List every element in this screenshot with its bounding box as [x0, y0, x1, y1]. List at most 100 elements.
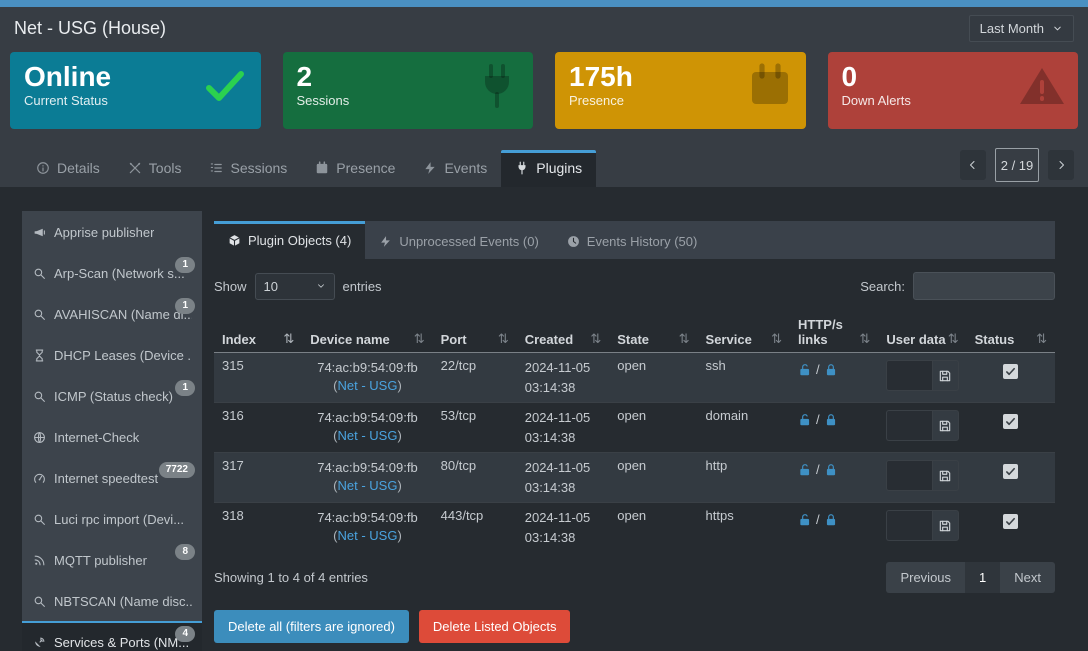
sidebar-item-internet-check[interactable]: Internet-Check — [22, 416, 202, 457]
user-data-input[interactable] — [886, 460, 933, 491]
column-header-port[interactable]: Port ⇅ — [432, 312, 517, 353]
sidebar-item-nbtscan[interactable]: NBTSCAN (Name disc... — [22, 580, 202, 621]
tab-details[interactable]: Details — [22, 147, 114, 187]
sort-icon: ⇅ — [590, 332, 602, 347]
column-header-created[interactable]: Created ⇅ — [516, 312, 610, 353]
column-header-device-name[interactable]: Device name ⇅ — [302, 312, 433, 353]
status-card-presence: 175h Presence — [555, 52, 806, 129]
lock-open-icon[interactable] — [798, 363, 812, 377]
table-row: 315 74:ac:b9:54:09:fb (Net - USG) 22/tcp… — [214, 352, 1055, 403]
port-cell: 443/tcp — [432, 502, 517, 552]
status-checkbox[interactable] — [1003, 514, 1019, 529]
count-badge: 1 — [175, 380, 195, 396]
tab-presence[interactable]: Presence — [301, 147, 409, 187]
search-input[interactable] — [913, 272, 1055, 300]
column-header-state[interactable]: State ⇅ — [609, 312, 698, 353]
user-data-input[interactable] — [886, 510, 933, 541]
save-button[interactable] — [932, 460, 959, 491]
globe-icon — [33, 431, 46, 444]
card-label: Sessions — [296, 93, 350, 109]
sidebar-item-label: MQTT publisher — [54, 553, 147, 568]
count-badge: 1 — [175, 298, 195, 314]
check-icon — [1005, 516, 1016, 527]
previous-page-button[interactable]: Previous — [886, 562, 966, 593]
entries-summary: Showing 1 to 4 of 4 entries — [214, 570, 368, 585]
user-data-input[interactable] — [886, 360, 933, 391]
service-cell: ssh — [697, 352, 791, 403]
tab-tools[interactable]: Tools — [114, 147, 196, 187]
status-checkbox[interactable] — [1003, 464, 1019, 479]
next-device-button[interactable] — [1048, 150, 1074, 180]
lock-open-icon[interactable] — [798, 513, 812, 527]
tab-plugin-objects[interactable]: Plugin Objects (4) — [214, 221, 366, 259]
state-cell: open — [609, 402, 698, 453]
floppy-icon — [938, 419, 952, 433]
sidebar-item-label: Services & Ports (NM... — [54, 635, 190, 650]
save-button[interactable] — [932, 510, 959, 541]
prev-device-button[interactable] — [960, 150, 986, 180]
user-data-input[interactable] — [886, 410, 933, 441]
device-link[interactable]: Net - USG — [337, 427, 398, 443]
calendar-icon — [315, 161, 329, 175]
status-checkbox[interactable] — [1003, 414, 1019, 429]
sidebar-item-luci-rpc-import[interactable]: Luci rpc import (Devi... — [22, 498, 202, 539]
column-header-service[interactable]: Service ⇅ — [697, 312, 791, 353]
device-link[interactable]: Net - USG — [337, 477, 398, 493]
device-cell: 74:ac:b9:54:09:fb (Net - USG) — [302, 402, 433, 453]
device-link[interactable]: Net - USG — [337, 527, 398, 543]
lock-closed-icon[interactable] — [824, 413, 838, 427]
page-number-button[interactable]: 1 — [965, 562, 1001, 593]
column-header-status[interactable]: Status ⇅ — [966, 312, 1055, 353]
next-page-button[interactable]: Next — [1000, 562, 1055, 593]
device-mac: 74:ac:b9:54:09:fb — [317, 410, 418, 425]
check-icon — [1005, 466, 1016, 477]
tab-events-history[interactable]: Events History (50) — [553, 221, 712, 259]
period-selector[interactable]: Last Month — [968, 15, 1074, 42]
sidebar-item-label: AVAHISCAN (Name di... — [54, 307, 192, 322]
save-button[interactable] — [932, 410, 959, 441]
status-cell — [966, 402, 1055, 453]
plug-icon — [473, 62, 521, 110]
lock-closed-icon[interactable] — [824, 363, 838, 377]
sidebar-item-dhcp-leases[interactable]: DHCP Leases (Device ... — [22, 334, 202, 375]
lock-closed-icon[interactable] — [824, 513, 838, 527]
sidebar-item-services-ports[interactable]: Services & Ports (NM... 4 — [22, 621, 202, 651]
column-header-user-data[interactable]: User data ⇅ — [878, 312, 967, 353]
sidebar-item-internet-speedtest[interactable]: Internet speedtest 7722 — [22, 457, 202, 498]
action-buttons: Delete all (filters are ignored) Delete … — [214, 610, 1055, 643]
service-cell: domain — [697, 402, 791, 453]
tab-unprocessed-events[interactable]: Unprocessed Events (0) — [365, 221, 552, 259]
lock-closed-icon[interactable] — [824, 463, 838, 477]
http-links-cell: / — [790, 502, 879, 552]
status-checkbox[interactable] — [1003, 364, 1019, 379]
lock-open-icon[interactable] — [798, 463, 812, 477]
sidebar-item-mqtt-publisher[interactable]: MQTT publisher 8 — [22, 539, 202, 580]
sidebar-item-apprise-publisher[interactable]: Apprise publisher — [22, 211, 202, 252]
service-cell: https — [697, 502, 791, 552]
tab-events[interactable]: Events — [409, 147, 501, 187]
sidebar-item-label: NBTSCAN (Name disc... — [54, 594, 192, 609]
page-size-select[interactable]: 10 — [254, 272, 335, 300]
device-cell: 74:ac:b9:54:09:fb (Net - USG) — [302, 352, 433, 403]
table-controls: Show 10 entries Search: — [214, 272, 1055, 300]
sidebar-item-avahiscan[interactable]: AVAHISCAN (Name di... 1 — [22, 293, 202, 334]
delete-listed-button[interactable]: Delete Listed Objects — [418, 610, 571, 643]
device-link[interactable]: Net - USG — [337, 377, 398, 393]
column-header-http-links[interactable]: HTTP/s links ⇅ — [790, 312, 879, 353]
tab-sessions[interactable]: Sessions — [195, 147, 301, 187]
device-page-indicator: 2 / 19 — [995, 148, 1039, 182]
sidebar-item-icmp[interactable]: ICMP (Status check) 1 — [22, 375, 202, 416]
lock-open-icon[interactable] — [798, 413, 812, 427]
sidebar-item-arp-scan[interactable]: Arp-Scan (Network s... 1 — [22, 252, 202, 293]
status-cell — [966, 502, 1055, 552]
card-label: Down Alerts — [841, 93, 911, 109]
state-cell: open — [609, 502, 698, 552]
check-icon — [1005, 366, 1016, 377]
column-header-index[interactable]: Index ⇅ — [214, 312, 303, 353]
cube-icon — [228, 234, 241, 247]
delete-all-button[interactable]: Delete all (filters are ignored) — [214, 610, 409, 643]
tab-plugins[interactable]: Plugins — [501, 150, 597, 187]
state-cell: open — [609, 452, 698, 503]
save-button[interactable] — [932, 360, 959, 391]
service-cell: http — [697, 452, 791, 503]
